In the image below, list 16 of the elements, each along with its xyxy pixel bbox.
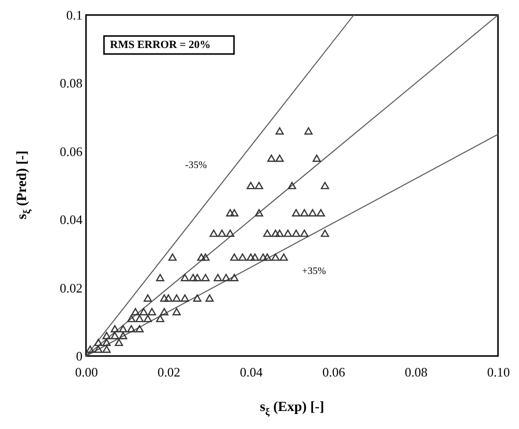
x-axis-title: s$_{ξ}$ (Exp) [-] bbox=[260, 400, 324, 418]
x-tick-label: 0.08 bbox=[404, 364, 428, 380]
annotation: -35% bbox=[185, 160, 207, 171]
y-tick-label: 0.04 bbox=[60, 212, 83, 228]
annotation: +35% bbox=[302, 266, 326, 277]
y-tick-label: 0.1 bbox=[66, 8, 82, 22]
annotation: RMS ERROR = 20% bbox=[110, 39, 211, 51]
x-tick-label: 0.10 bbox=[487, 364, 510, 380]
x-tick-label: 0.02 bbox=[158, 364, 180, 380]
y-tick-label: 0.02 bbox=[60, 280, 82, 296]
x-tick-label: 0.06 bbox=[322, 364, 346, 380]
y-tick-label: 0.08 bbox=[60, 76, 82, 91]
y-tick-label: 0 bbox=[76, 348, 82, 364]
y-tick-label: 0.06 bbox=[60, 144, 83, 159]
x-tick-label: 0.04 bbox=[240, 364, 264, 380]
x-tick-label: 0.00 bbox=[75, 364, 98, 380]
